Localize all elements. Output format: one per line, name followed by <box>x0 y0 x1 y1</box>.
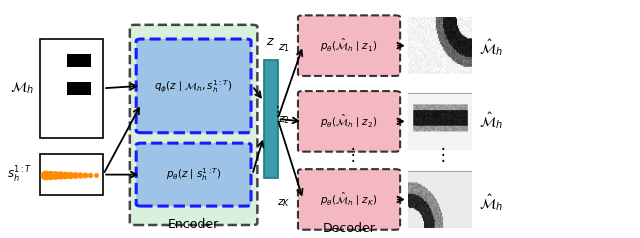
Text: $\vdots$: $\vdots$ <box>344 145 355 164</box>
Bar <box>67 54 91 67</box>
Text: Decoder: Decoder <box>323 223 376 235</box>
Bar <box>264 60 278 178</box>
Text: $\vdots$: $\vdots$ <box>434 145 445 164</box>
Bar <box>40 39 103 138</box>
Text: $q_\phi(z \mid \mathcal{M}_h, s_h^{1:T})$: $q_\phi(z \mid \mathcal{M}_h, s_h^{1:T})… <box>154 79 233 95</box>
Text: $\hat{\mathcal{M}}_h$: $\hat{\mathcal{M}}_h$ <box>479 38 503 58</box>
Text: $p_\theta(\hat{\mathcal{M}}_h \mid z_K)$: $p_\theta(\hat{\mathcal{M}}_h \mid z_K)$ <box>321 191 378 208</box>
FancyBboxPatch shape <box>298 91 400 152</box>
Text: $p_\theta(\hat{\mathcal{M}}_h \mid z_2)$: $p_\theta(\hat{\mathcal{M}}_h \mid z_2)$ <box>321 113 378 130</box>
FancyBboxPatch shape <box>136 39 251 133</box>
Text: $z_K$: $z_K$ <box>277 197 291 209</box>
Text: $\hat{\mathcal{M}}_h$: $\hat{\mathcal{M}}_h$ <box>479 110 503 130</box>
Text: $z$: $z$ <box>266 35 275 48</box>
FancyBboxPatch shape <box>298 15 400 76</box>
Bar <box>40 154 103 195</box>
Text: Encoder: Encoder <box>168 218 220 231</box>
Text: $\mathcal{M}_h$: $\mathcal{M}_h$ <box>10 80 33 96</box>
Text: $\vdots$: $\vdots$ <box>269 104 279 119</box>
Text: $p_\theta(\hat{\mathcal{M}}_h \mid z_1)$: $p_\theta(\hat{\mathcal{M}}_h \mid z_1)$ <box>321 37 378 54</box>
FancyBboxPatch shape <box>298 169 400 230</box>
FancyBboxPatch shape <box>136 143 251 206</box>
Text: $s_h^{1:T}$: $s_h^{1:T}$ <box>6 164 32 185</box>
Bar <box>67 82 91 95</box>
Text: $\hat{\mathcal{M}}_h$: $\hat{\mathcal{M}}_h$ <box>479 193 503 213</box>
Text: $p_\theta(z \mid s_h^{1:T})$: $p_\theta(z \mid s_h^{1:T})$ <box>166 166 221 183</box>
FancyBboxPatch shape <box>130 25 257 225</box>
Text: $z_1$: $z_1$ <box>278 42 291 54</box>
Text: $z_2$: $z_2$ <box>278 114 291 126</box>
